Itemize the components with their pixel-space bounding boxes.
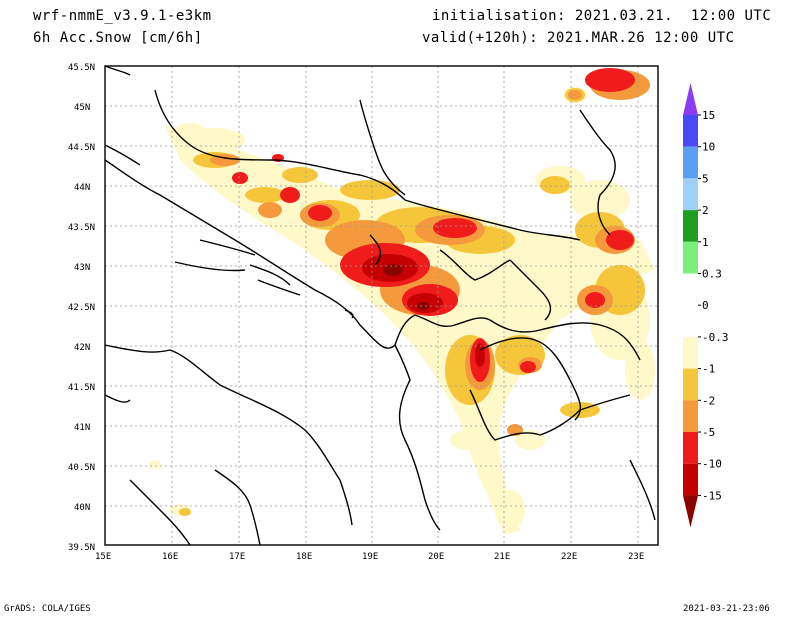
colorbar-label: 2 [702, 204, 709, 217]
lat-label: 43.5N [68, 223, 95, 233]
lat-label: 43N [74, 263, 90, 273]
init-time: initialisation: 2021.03.21. 12:00 UTC [432, 8, 772, 24]
colorbar-swatch [683, 432, 698, 464]
footer-timestamp: 2021-03-21-23:06 [683, 604, 770, 614]
lat-axis: 45.5N 45N 44.5N 44N 43.5N 43N 42.5N 42N … [68, 63, 95, 553]
model-title: wrf-nmmE_v3.9.1-e3km [33, 8, 212, 24]
colorbar-label: 15 [702, 109, 715, 122]
lat-label: 39.5N [68, 543, 95, 553]
colorbar-label: -2 [702, 394, 715, 407]
colorbar-swatch [683, 336, 698, 369]
colorbar-swatch [683, 463, 698, 496]
lat-label: 42.5N [68, 303, 95, 313]
colorbar-swatch [683, 210, 698, 242]
lon-label: 20E [428, 552, 444, 562]
colorbar-label: -15 [702, 489, 722, 502]
colorbar-label: -5 [702, 426, 715, 439]
colorbar-label: 1 [702, 236, 709, 249]
snow-shading [149, 68, 655, 535]
colorbar-label: 0 [702, 299, 709, 312]
lon-label: 18E [296, 552, 312, 562]
colorbar-swatch [683, 400, 698, 432]
lat-label: 41N [74, 423, 90, 433]
colorbar-swatch [683, 178, 698, 211]
colorbar-cap-top [683, 83, 698, 115]
map-frame [104, 65, 659, 546]
colorbar-label: -0.3 [702, 331, 729, 344]
lat-label: 44N [74, 183, 90, 193]
colorbar-swatch [683, 115, 698, 147]
lat-lon-grid [105, 66, 658, 545]
colorbar-label: -1 [702, 363, 715, 376]
lat-label: 40N [74, 503, 90, 513]
colorbar-label: 5 [702, 172, 709, 185]
colorbar-swatch [683, 305, 698, 337]
lon-label: 17E [229, 552, 245, 562]
lon-label: 23E [628, 552, 644, 562]
lat-label: 41.5N [68, 383, 95, 393]
lon-label: 16E [162, 552, 178, 562]
colorbar-cap-bottom [683, 495, 698, 528]
colorbar: 15 10 5 2 1 0.3 0 -0.3 -1 -2 -5 -10 -15 [683, 83, 729, 528]
lon-label: 21E [494, 552, 510, 562]
lon-label: 19E [362, 552, 378, 562]
colorbar-swatch [683, 368, 698, 401]
lat-label: 40.5N [68, 463, 95, 473]
map-area [104, 65, 659, 546]
lat-label: 45N [74, 103, 90, 113]
colorbar-label: 10 [702, 141, 715, 154]
colorbar-label: 0.3 [702, 268, 722, 281]
lat-label: 45.5N [68, 63, 95, 73]
colorbar-label: -10 [702, 458, 722, 471]
lon-label: 15E [95, 552, 111, 562]
valid-time: valid(+120h): 2021.MAR.26 12:00 UTC [422, 30, 735, 46]
lon-label: 22E [561, 552, 577, 562]
lat-label: 42N [74, 343, 90, 353]
lon-axis: 15E 16E 17E 18E 19E 20E 21E 22E 23E [95, 552, 644, 562]
colorbar-swatch [683, 273, 698, 306]
colorbar-swatch [683, 146, 698, 179]
colorbar-swatch [683, 241, 698, 274]
lat-label: 44.5N [68, 143, 95, 153]
footer-credit: GrADS: COLA/IGES [4, 604, 91, 614]
field-title: 6h Acc.Snow [cm/6h] [33, 30, 203, 46]
coastlines-borders [104, 65, 656, 546]
